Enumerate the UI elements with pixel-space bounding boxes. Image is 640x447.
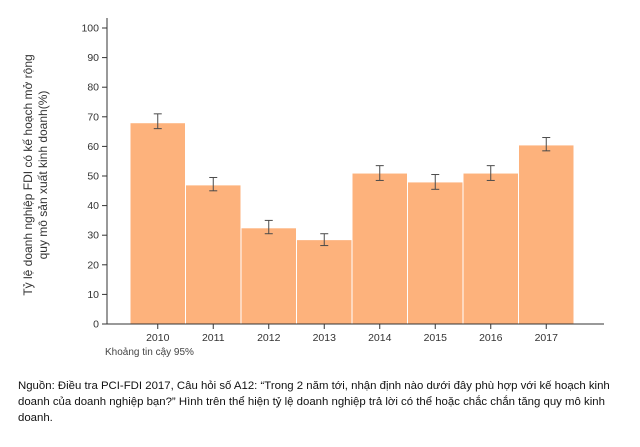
bar (462, 172, 519, 325)
confidence-note: Khoảng tin cậy 95% (105, 347, 194, 358)
y-axis-title: Tỷ lệ doanh nghiệp FDI có kế hoạch mở rộ… (21, 25, 51, 325)
x-tick-label: 2013 (313, 332, 337, 344)
bar (518, 144, 575, 325)
y-tick-label: 80 (87, 82, 99, 94)
x-axis: 2010 2011 2012 2013 2014 2015 2016 2017 (107, 323, 604, 344)
y-axis: 0 10 20 30 40 50 60 70 80 90 100 (81, 18, 108, 331)
error-bars-group (153, 113, 551, 247)
x-tick-label: 2017 (535, 332, 559, 344)
y-tick-label: 10 (87, 289, 99, 301)
bars-group (129, 122, 575, 325)
x-tick-label: 2015 (424, 332, 448, 344)
y-tick-label: 70 (87, 111, 99, 123)
x-tick-label: 2011 (202, 332, 225, 344)
x-tick-label: 2014 (368, 332, 392, 344)
y-axis-title-line2: quy mô sản xuất kinh doanh(%) (36, 90, 50, 260)
y-tick-label: 40 (87, 200, 99, 212)
bar (129, 122, 186, 325)
y-axis-title-line1: Tỷ lệ doanh nghiệp FDI có kế hoạch mở rộ… (21, 54, 35, 296)
y-axis-title-wrap: Tỷ lệ doanh nghiệp FDI có kế hoạch mở rộ… (8, 20, 64, 330)
y-tick-label: 100 (81, 23, 99, 35)
source-caption: Nguồn: Điều tra PCI-FDI 2017, Câu hỏi số… (18, 380, 610, 424)
y-tick-label: 0 (93, 319, 99, 331)
y-tick-label: 30 (87, 230, 99, 242)
bar (240, 227, 297, 325)
x-tick-label: 2016 (479, 332, 503, 344)
bar (296, 239, 353, 325)
y-tick-label: 60 (87, 141, 99, 153)
x-tick-label: 2012 (257, 332, 281, 344)
bar (407, 181, 464, 325)
bar (185, 184, 242, 325)
y-tick-label: 50 (87, 171, 99, 183)
x-tick-label: 2010 (146, 332, 170, 344)
y-tick-label: 90 (87, 52, 99, 64)
y-tick-label: 20 (87, 259, 99, 271)
bar (351, 172, 408, 325)
